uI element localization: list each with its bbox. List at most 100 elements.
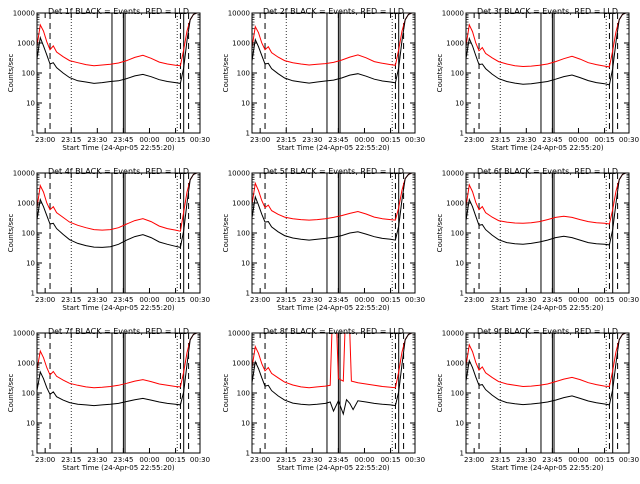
series-line-lld bbox=[36, 332, 200, 389]
y-tick-label: 10000 bbox=[442, 170, 464, 178]
y-tick-label: 100 bbox=[237, 230, 250, 238]
y-tick-label: 10 bbox=[241, 260, 250, 268]
series-line-events bbox=[251, 172, 415, 241]
x-tick-label: 23:15 bbox=[490, 456, 510, 464]
panel-title: Det 8f BLACK = Events, RED = LLD bbox=[263, 327, 404, 336]
x-tick-label: 00:30 bbox=[619, 136, 639, 144]
series-line-lld bbox=[251, 332, 415, 389]
x-tick-label: 23:00 bbox=[35, 136, 55, 144]
panel-det-7: 1 10 100 1000 10000 23:00 23:15 23:30 23:45 00:00… bbox=[7, 327, 210, 472]
panel-title: Det 5f BLACK = Events, RED = LLD bbox=[263, 167, 404, 176]
x-tick-label: 00:15 bbox=[165, 296, 185, 304]
series-line-events bbox=[36, 332, 200, 407]
x-tick-label: 00:00 bbox=[354, 456, 374, 464]
y-tick-label: 10000 bbox=[442, 10, 464, 18]
x-tick-label: 23:15 bbox=[276, 296, 296, 304]
x-tick-label: 00:30 bbox=[190, 456, 210, 464]
x-tick-label: 23:30 bbox=[87, 456, 107, 464]
y-tick-label: 10000 bbox=[13, 330, 35, 338]
series-line-lld bbox=[465, 12, 629, 68]
x-tick-label: 23:30 bbox=[516, 456, 536, 464]
panel-det-3: 1 10 100 1000 10000 23:00 23:15 23:30 23:45 00:00… bbox=[436, 7, 639, 152]
y-axis-label: Counts/sec bbox=[222, 214, 230, 253]
x-tick-label: 23:15 bbox=[276, 456, 296, 464]
x-tick-label: 00:00 bbox=[568, 456, 588, 464]
x-tick-label: 00:30 bbox=[619, 456, 639, 464]
x-tick-label: 00:00 bbox=[139, 456, 159, 464]
x-tick-label: 23:00 bbox=[464, 136, 484, 144]
x-tick-label: 23:45 bbox=[328, 136, 348, 144]
x-tick-label: 23:15 bbox=[490, 296, 510, 304]
panel-title: Det 2f BLACK = Events, RED = LLD bbox=[263, 7, 404, 16]
y-axis-label: Counts/sec bbox=[7, 374, 15, 413]
x-axis-label: Start Time (24-Apr-05 22:55:20) bbox=[491, 144, 603, 152]
panel-det-4: 1 10 100 1000 10000 23:00 23:15 23:30 23:45 00:00… bbox=[7, 167, 210, 312]
x-tick-label: 23:45 bbox=[113, 456, 133, 464]
x-tick-label: 23:15 bbox=[276, 136, 296, 144]
x-tick-label: 00:00 bbox=[568, 136, 588, 144]
x-tick-label: 23:30 bbox=[302, 136, 322, 144]
y-tick-label: 100 bbox=[22, 230, 35, 238]
series-line-events bbox=[251, 12, 415, 84]
plot-frame bbox=[36, 332, 201, 454]
y-tick-label: 1000 bbox=[232, 40, 250, 48]
x-axis-label: Start Time (24-Apr-05 22:55:20) bbox=[62, 304, 174, 312]
panel-title: Det 9f BLACK = Events, RED = LLD bbox=[477, 327, 618, 336]
y-tick-label: 1 bbox=[460, 290, 464, 298]
y-tick-label: 1 bbox=[246, 450, 250, 458]
y-tick-label: 10000 bbox=[13, 170, 35, 178]
x-tick-label: 00:30 bbox=[619, 296, 639, 304]
x-axis-label: Start Time (24-Apr-05 22:55:20) bbox=[62, 144, 174, 152]
y-axis-label: Counts/sec bbox=[222, 54, 230, 93]
x-tick-label: 00:00 bbox=[354, 136, 374, 144]
series-line-lld bbox=[251, 12, 415, 66]
series-line-events bbox=[465, 332, 629, 406]
x-tick-label: 23:45 bbox=[542, 456, 562, 464]
x-tick-label: 23:45 bbox=[113, 136, 133, 144]
x-tick-label: 00:15 bbox=[594, 296, 614, 304]
y-tick-label: 10 bbox=[455, 260, 464, 268]
x-axis-label: Start Time (24-Apr-05 22:55:20) bbox=[62, 464, 174, 472]
y-tick-label: 100 bbox=[22, 390, 35, 398]
y-axis-label: Counts/sec bbox=[436, 214, 444, 253]
series-line-events bbox=[36, 172, 200, 249]
x-tick-label: 00:00 bbox=[354, 296, 374, 304]
x-axis-label: Start Time (24-Apr-05 22:55:20) bbox=[277, 304, 389, 312]
y-axis-label: Counts/sec bbox=[7, 214, 15, 253]
plot-frame bbox=[36, 12, 201, 134]
y-tick-label: 1 bbox=[460, 130, 464, 138]
x-tick-label: 23:15 bbox=[61, 136, 81, 144]
x-tick-label: 00:15 bbox=[380, 136, 400, 144]
x-tick-label: 00:30 bbox=[405, 136, 425, 144]
x-tick-label: 23:00 bbox=[250, 296, 270, 304]
panel-det-1: 1 10 100 1000 10000 23:00 23:15 23:30 23:45 00:00… bbox=[7, 7, 210, 152]
y-tick-label: 1000 bbox=[446, 360, 464, 368]
x-tick-label: 23:15 bbox=[61, 296, 81, 304]
x-tick-label: 23:00 bbox=[35, 296, 55, 304]
x-tick-label: 23:15 bbox=[490, 136, 510, 144]
y-tick-label: 1 bbox=[31, 130, 35, 138]
x-tick-label: 00:15 bbox=[165, 136, 185, 144]
plot-frame bbox=[465, 172, 630, 294]
y-tick-label: 10 bbox=[455, 100, 464, 108]
plot-frame bbox=[251, 332, 416, 454]
series-line-events bbox=[465, 172, 629, 246]
panel-det-6: 1 10 100 1000 10000 23:00 23:15 23:30 23:45 00:00… bbox=[436, 167, 639, 312]
x-tick-label: 00:15 bbox=[594, 456, 614, 464]
panel-title: Det 7f BLACK = Events, RED = LLD bbox=[48, 327, 189, 336]
y-tick-label: 10 bbox=[241, 100, 250, 108]
y-axis-label: Counts/sec bbox=[436, 54, 444, 93]
x-tick-label: 00:15 bbox=[380, 456, 400, 464]
y-tick-label: 10000 bbox=[442, 330, 464, 338]
y-axis-label: Counts/sec bbox=[436, 374, 444, 413]
y-tick-label: 1000 bbox=[446, 200, 464, 208]
series-line-lld bbox=[251, 172, 415, 221]
y-axis-label: Counts/sec bbox=[7, 54, 15, 93]
x-tick-label: 23:45 bbox=[542, 136, 562, 144]
x-tick-label: 00:30 bbox=[190, 296, 210, 304]
x-axis-label: Start Time (24-Apr-05 22:55:20) bbox=[277, 144, 389, 152]
x-tick-label: 23:45 bbox=[542, 296, 562, 304]
panel-det-8: 1 10 100 1000 10000 23:00 23:15 23:30 23:45 00:00… bbox=[222, 327, 425, 472]
y-tick-label: 1000 bbox=[446, 40, 464, 48]
